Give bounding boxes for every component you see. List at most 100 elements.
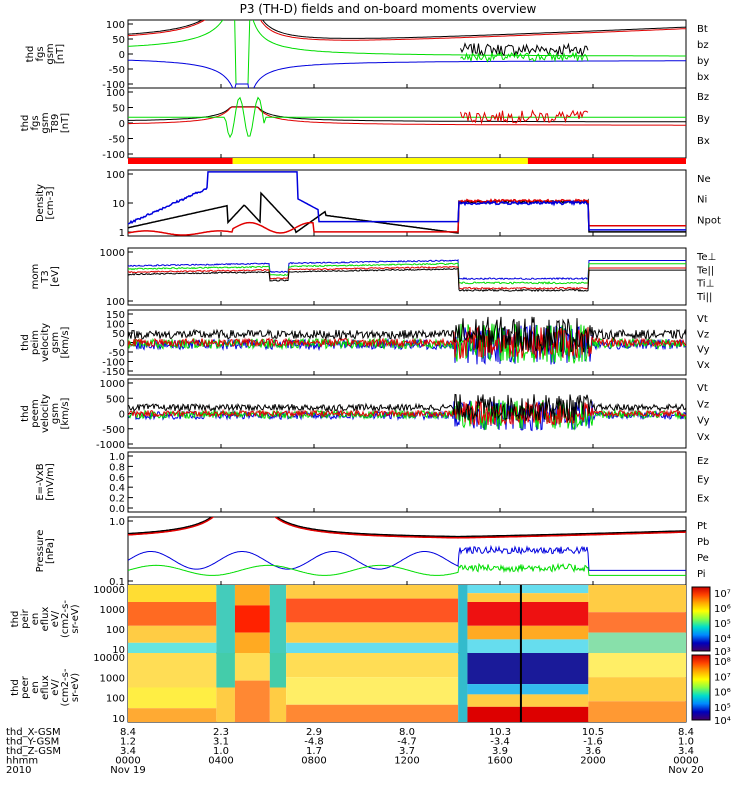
legend-entry: Vz	[697, 399, 709, 410]
spectrogram-cell	[286, 585, 459, 599]
ephemeris-value: 1.2	[120, 737, 136, 748]
by-series	[128, 20, 686, 85]
series-group	[128, 517, 686, 576]
velocity-series	[128, 393, 686, 423]
y-axis-label: [km/s]	[60, 397, 71, 429]
y-axis-label: gsm	[50, 332, 61, 353]
y-tick-label: 1000	[100, 379, 125, 390]
y-tick-label: 100	[106, 320, 125, 331]
spectrogram-cell	[286, 677, 459, 705]
y-axis-label: [nPa]	[45, 538, 56, 564]
ti-par-series	[128, 262, 686, 285]
y-axis-label: gsm	[45, 43, 56, 64]
y-axis-label: gsm	[50, 403, 61, 424]
ephemeris-value: -4.8	[304, 737, 324, 748]
series-group	[128, 585, 686, 653]
y-tick-label: 10	[112, 645, 125, 656]
y-tick-label: 500	[106, 394, 125, 405]
colorbar-label: 10⁶	[714, 604, 731, 615]
legend-entry: Ti||	[696, 292, 712, 303]
colorbar	[691, 586, 711, 652]
spectrogram-cell	[467, 706, 589, 722]
legend-entry: Vx	[697, 360, 710, 371]
by-t89-noise	[460, 109, 589, 125]
legend-entry: bz	[697, 40, 709, 51]
ephemeris-value: 1.0	[678, 737, 694, 748]
legend-entry: Pi	[697, 569, 706, 580]
y-tick-label: -150	[102, 367, 125, 378]
spectrogram-cell	[286, 704, 459, 722]
y-axis-label: sr-eV)	[70, 673, 81, 702]
y-tick-label: 1.0	[109, 452, 125, 463]
y-axis-label: sr-eV)	[70, 604, 81, 633]
ephemeris-value: 3.1	[213, 737, 229, 748]
y-tick-label: -100	[102, 358, 125, 369]
y-axis-label: (cm2-s-	[60, 600, 71, 638]
y-axis-label: eV/	[50, 679, 61, 696]
ephemeris-row-label: thd_X-GSM	[6, 727, 61, 738]
ephemeris-value: 2000	[580, 756, 605, 767]
legend-entry: Vx	[697, 432, 710, 443]
legend-entry: Ni	[697, 195, 707, 206]
ephemeris-value: 2.3	[213, 727, 229, 738]
colorbar-label: 10⁵	[714, 619, 731, 630]
legend-entry: Pt	[697, 521, 707, 532]
y-axis-label: en	[30, 613, 41, 626]
te-perp-series	[128, 265, 686, 290]
y-axis-label: eflux	[40, 607, 51, 632]
region-bar-sheath	[128, 158, 233, 164]
y-axis-label: thd	[10, 611, 21, 628]
y-tick-label: 0.8	[109, 462, 125, 473]
y-tick-label: 1000	[100, 248, 125, 259]
ephemeris-value: Nov 19	[110, 765, 145, 776]
y-tick-label: 0	[119, 50, 125, 61]
y-tick-label: 0.1	[109, 577, 125, 588]
y-axis-label: thd	[20, 334, 31, 351]
ephemeris-value: 0400	[208, 756, 233, 767]
spectrogram-cell	[286, 642, 459, 653]
y-axis-label: (cm2-s-	[60, 668, 71, 706]
ephemeris-row-label: 2010	[6, 765, 31, 776]
y-axis-label: peer	[20, 675, 31, 699]
legend-entry: Pb	[697, 537, 709, 548]
legend-entry: Vz	[697, 329, 709, 340]
spectrogram-cell	[234, 605, 270, 633]
velocity-series	[128, 400, 686, 426]
y-axis-label: eV/	[50, 610, 61, 627]
y-axis-label: thd	[10, 679, 21, 696]
legend-entry: Te⊥	[696, 252, 716, 263]
y-axis-label: mom	[30, 264, 41, 290]
y-tick-label: -50	[109, 135, 125, 146]
ephemeris-row-label: thd_Z-GSM	[6, 746, 61, 757]
ephemeris-row-label: hhmm	[6, 756, 38, 767]
legend-entry: Ez	[697, 456, 709, 467]
spectrogram-cell	[128, 625, 217, 643]
colorbar-label: 10⁴	[714, 716, 731, 727]
bt-noise	[460, 42, 589, 58]
spectrogram-cell	[467, 684, 589, 695]
series-group	[128, 316, 686, 365]
panel-frame	[127, 247, 687, 306]
y-tick-label: -100	[102, 150, 125, 161]
velocity-series	[128, 316, 686, 353]
legend-entry: Npot	[697, 215, 721, 226]
y-tick-label: 100	[106, 625, 125, 636]
y-axis-label: gsm	[40, 112, 51, 133]
legend-entry: Bz	[697, 92, 709, 103]
y-axis-label: peir	[20, 608, 31, 628]
y-axis-label: peem	[30, 399, 41, 427]
spectrogram-cell	[458, 585, 468, 653]
bx-t89-series	[128, 96, 686, 139]
spectrogram-cell	[234, 632, 270, 653]
bz-t89-series	[128, 106, 686, 123]
y-axis-label: [mV/m]	[45, 463, 56, 501]
legend-entry: By	[697, 114, 710, 125]
tpot-series	[128, 258, 686, 281]
spectrogram-cell	[269, 653, 287, 688]
y-tick-label: 10000	[93, 653, 125, 664]
ephemeris-value: 3.9	[492, 746, 508, 757]
y-axis-label: Density	[35, 184, 46, 222]
y-tick-label: 10	[112, 714, 125, 725]
